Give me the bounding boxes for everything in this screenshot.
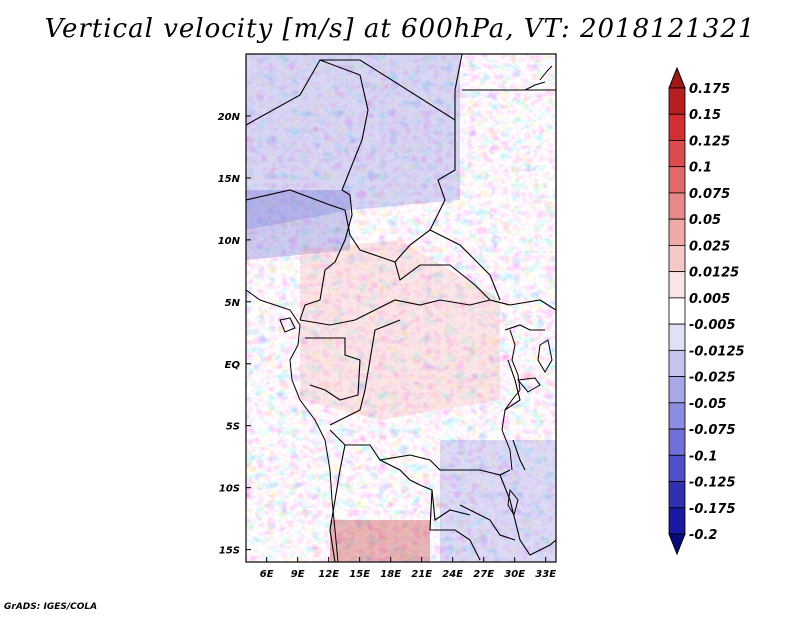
colorbar-label: -0.005 xyxy=(689,318,736,333)
y-tick-label: 5S xyxy=(226,422,240,433)
country-borders xyxy=(246,54,556,562)
colorbar-bin xyxy=(668,376,686,404)
colorbar-bin xyxy=(668,87,686,115)
colorbar-label: -0.1 xyxy=(689,449,717,464)
x-tick-label: 18E xyxy=(380,569,401,580)
colorbar-label: 0.075 xyxy=(689,187,730,202)
colorbar-bin xyxy=(668,323,686,351)
y-tick-label: 20N xyxy=(218,112,241,123)
colorbar-label: 0.005 xyxy=(689,292,730,307)
colorbar-label: -0.025 xyxy=(689,371,736,386)
latitude-ticks: 20N 15N 10N 5N EQ 5S 10S 15S xyxy=(218,112,251,557)
colorbar-label: -0.05 xyxy=(689,397,726,412)
colorbar-bin xyxy=(668,192,686,220)
colorbar-bin xyxy=(668,297,686,325)
colorbar-label: 0.025 xyxy=(689,239,730,254)
colorbar-bin xyxy=(668,402,686,430)
colorbar-label: 0.15 xyxy=(689,108,721,123)
x-tick-label: 27E xyxy=(473,569,494,580)
colorbar-bin xyxy=(668,166,686,194)
y-tick-label: EQ xyxy=(225,360,241,371)
colorbar-bin xyxy=(668,140,686,168)
colorbar-bin xyxy=(668,428,686,456)
x-tick-label: 30E xyxy=(504,569,525,580)
y-tick-label: 15N xyxy=(218,174,241,185)
colorbar-label: -0.125 xyxy=(689,476,736,491)
colorbar-bin xyxy=(668,349,686,377)
y-tick-label: 5N xyxy=(225,298,241,309)
colorbar-label: 0.125 xyxy=(689,134,730,149)
colorbar-bin xyxy=(668,271,686,299)
y-tick-label: 15S xyxy=(219,546,240,557)
coastlines-and-lakes xyxy=(246,65,553,562)
colorbar-label: -0.075 xyxy=(689,423,736,438)
y-tick-label: 10S xyxy=(219,484,240,495)
x-tick-label: 12E xyxy=(318,569,339,580)
colorbar-label: 0.05 xyxy=(689,213,721,228)
x-tick-label: 21E xyxy=(411,569,432,580)
colorbar-bottom-arrow xyxy=(668,533,686,556)
colorbar-bin xyxy=(668,454,686,482)
colorbar-label: 0.175 xyxy=(689,82,730,97)
colorbar-label: -0.0125 xyxy=(689,344,745,359)
colorbar: 0.175 0.15 0.125 0.1 0.075 0.05 0.025 0.0125 0.0… xyxy=(668,66,745,556)
colorbar-label: 0.1 xyxy=(689,161,712,176)
x-tick-label: 15E xyxy=(349,569,370,580)
x-tick-label: 9E xyxy=(291,569,305,580)
colorbar-top-arrow xyxy=(668,66,686,89)
credit-text: GrADS: IGES/COLA xyxy=(4,602,98,612)
x-tick-label: 6E xyxy=(260,569,274,580)
x-tick-label: 33E xyxy=(535,569,556,580)
colorbar-bin xyxy=(668,113,686,141)
plot-frame xyxy=(245,53,557,563)
y-tick-label: 10N xyxy=(218,236,241,247)
velocity-field xyxy=(246,54,556,562)
colorbar-label: -0.175 xyxy=(689,502,736,517)
colorbar-bin xyxy=(668,218,686,246)
x-tick-label: 24E xyxy=(442,569,463,580)
colorbar-bin xyxy=(668,245,686,273)
colorbar-label: 0.0125 xyxy=(689,266,739,281)
colorbar-bin xyxy=(668,507,686,535)
longitude-ticks: 6E 9E 12E 15E 18E 21E 24E 27E 30E 33E xyxy=(260,557,556,580)
colorbar-label: -0.2 xyxy=(689,528,717,543)
map-title: Vertical velocity [m/s] at 600hPa, VT: 2… xyxy=(44,14,756,44)
colorbar-bin xyxy=(668,481,686,509)
